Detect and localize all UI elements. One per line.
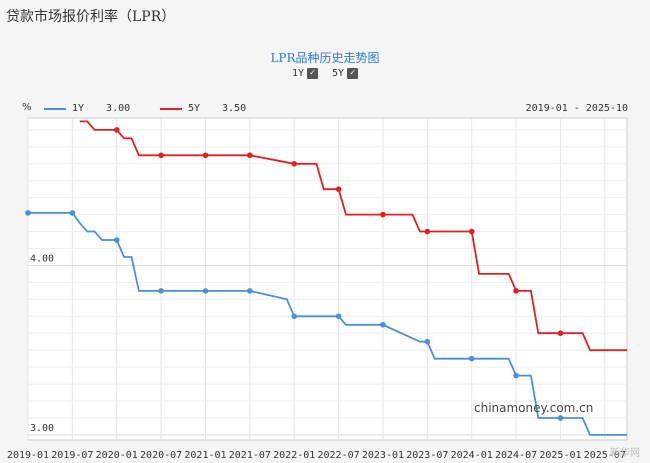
data-point-5y bbox=[557, 330, 564, 337]
x-tick-label: 2021-07 bbox=[229, 450, 271, 461]
date-range-label: 2019-01 - 2025-10 bbox=[525, 103, 628, 114]
checkbox-checked-icon[interactable]: ✓ bbox=[347, 68, 359, 79]
toggle-1y-label: 1Y bbox=[291, 68, 304, 79]
data-point-1y bbox=[247, 288, 253, 294]
watermark-text: chinamoney.com.cn bbox=[474, 401, 594, 415]
data-point-1y bbox=[424, 338, 431, 345]
data-point-1y bbox=[335, 313, 342, 320]
data-point-5y bbox=[291, 160, 298, 167]
x-tick-label: 2021-01 bbox=[184, 450, 226, 461]
legend-name-1y: 1Y bbox=[72, 103, 85, 114]
plot-area bbox=[27, 117, 628, 441]
legend-swatch-1y bbox=[44, 107, 66, 110]
x-tick-label: 2022-01 bbox=[273, 450, 315, 461]
y-unit-label: % bbox=[22, 102, 32, 113]
data-point-1y bbox=[557, 415, 564, 421]
data-point-5y bbox=[202, 152, 209, 159]
toggle-5y-label: 5Y bbox=[332, 68, 345, 79]
x-tick-label: 2025-07 bbox=[584, 450, 626, 461]
legend-item-5y[interactable]: 5Y 3.50 bbox=[160, 103, 246, 114]
data-point-5y bbox=[380, 211, 386, 218]
y-tick-label: 4.00 bbox=[30, 253, 54, 264]
x-tick-label: 2020-07 bbox=[140, 450, 182, 461]
legend-item-1y[interactable]: 1Y 3.00 bbox=[44, 103, 130, 114]
legend-value-1y: 3.00 bbox=[106, 103, 131, 114]
legend-swatch-5y bbox=[160, 107, 182, 110]
data-point-1y bbox=[25, 210, 31, 216]
checkbox-checked-icon[interactable]: ✓ bbox=[306, 68, 318, 79]
page-title: 贷款市场报价利率（LPR） bbox=[6, 9, 176, 25]
data-point-5y bbox=[468, 228, 475, 235]
data-point-5y bbox=[424, 228, 431, 235]
data-point-5y bbox=[247, 152, 253, 159]
data-point-1y bbox=[113, 237, 120, 243]
data-point-5y bbox=[335, 186, 342, 192]
watermark-logo: 新华网 bbox=[610, 448, 640, 459]
x-tick-label: 2022-07 bbox=[318, 450, 360, 461]
series-line-5y bbox=[79, 120, 627, 352]
x-tick-label: 2025-01 bbox=[539, 450, 581, 461]
data-point-5y bbox=[513, 288, 519, 294]
data-point-5y bbox=[158, 152, 164, 159]
data-point-1y bbox=[380, 321, 386, 328]
x-tick-label: 2023-07 bbox=[406, 450, 448, 461]
chart-title: LPR品种历史走势图 bbox=[270, 51, 380, 65]
x-tick-label: 2019-01 bbox=[7, 450, 49, 461]
y-tick-label: 3.00 bbox=[30, 423, 54, 434]
data-point-1y bbox=[291, 313, 298, 320]
data-point-1y bbox=[158, 288, 164, 294]
x-tick-label: 2020-01 bbox=[96, 450, 138, 461]
toggle-1y[interactable]: 1Y ✓ bbox=[292, 68, 318, 79]
data-point-1y bbox=[69, 210, 76, 216]
data-point-1y bbox=[468, 355, 475, 362]
data-point-1y bbox=[202, 288, 209, 294]
toggle-5y[interactable]: 5Y ✓ bbox=[332, 68, 359, 79]
data-point-5y bbox=[113, 127, 120, 133]
legend-value-5y: 3.50 bbox=[222, 103, 247, 114]
legend-name-5y: 5Y bbox=[188, 103, 201, 114]
x-tick-label: 2024-07 bbox=[495, 450, 537, 461]
x-tick-label: 2019-07 bbox=[51, 450, 93, 461]
x-tick-label: 2024-01 bbox=[451, 450, 493, 461]
series-toggles: 1Y ✓ 5Y ✓ bbox=[0, 68, 650, 79]
x-tick-label: 2023-01 bbox=[362, 450, 404, 461]
data-point-1y bbox=[513, 372, 519, 379]
